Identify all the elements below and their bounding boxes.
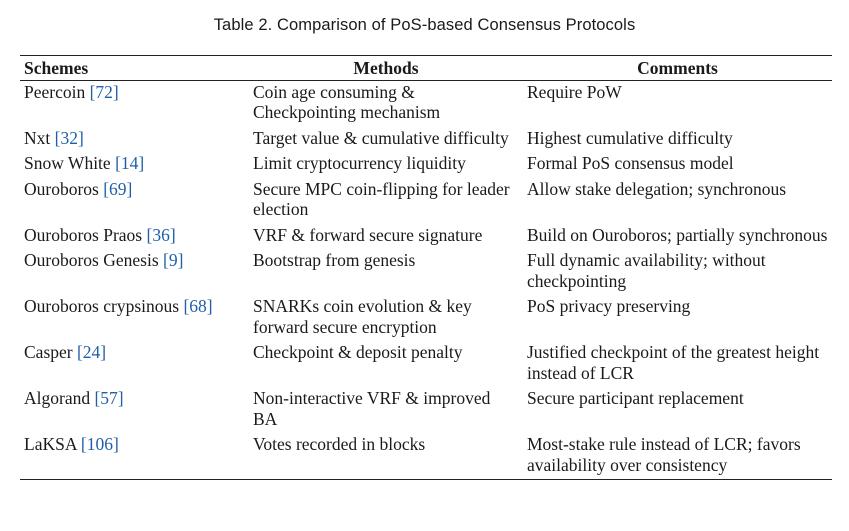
cell-comment: Build on Ouroboros; partially synchronou… [527,224,828,245]
table-row: LaKSA [106] Votes recorded in blocks Most-… [20,433,832,480]
citation-link[interactable]: [57] [94,388,124,408]
citation-link[interactable]: [9] [163,250,184,270]
cell-comment: PoS privacy preserving [527,296,691,316]
citation-link[interactable]: [72] [89,81,119,102]
table-header: Schemes Methods Comments [20,55,832,81]
cell-scheme: Ouroboros crypsinous [68] [20,295,249,341]
cell-method: Secure MPC coin-flipping for leader elec… [253,178,510,220]
table-row: Snow White [14] Limit cryptocurrency liqu… [20,152,832,178]
cell-comment: Highest cumulative difficulty [527,127,733,148]
scheme-name: Ouroboros crypsinous [24,296,180,316]
scheme-name: LaKSA [24,434,77,454]
header-row: Schemes Methods Comments [20,55,832,81]
cell-comment: Secure participant replacement [527,388,744,408]
scheme-name: Ouroboros Genesis [24,250,159,270]
consensus-comparison-table: Schemes Methods Comments Peercoin [72] Co… [20,55,832,480]
cell-scheme: Ouroboros [69] [20,178,249,224]
citation-link[interactable]: [32] [54,127,84,148]
citation-link[interactable]: [68] [183,296,213,316]
cell-method: Checkpoint & deposit penalty [253,342,463,362]
scheme-name: Ouroboros [24,178,99,199]
scheme-name: Peercoin [24,81,86,102]
table-row: Ouroboros crypsinous [68] SNARKs coin evo… [20,295,832,341]
cell-scheme: Ouroboros Praos [36] [20,224,249,250]
cell-scheme: LaKSA [106] [20,433,249,480]
table-row: Ouroboros [69] Secure MPC coin-flipping f… [20,178,832,224]
cell-method: Non-interactive VRF & improved BA [253,388,491,429]
citation-link[interactable]: [24] [76,342,107,362]
cell-scheme: Snow White [14] [20,152,249,178]
cell-scheme: Peercoin [72] [20,80,249,127]
citation-link[interactable]: [36] [146,224,176,245]
cell-method: VRF & forward secure signature [253,224,483,245]
table-caption: Table 2. Comparison of PoS-based Consens… [213,16,636,34]
citation-link[interactable]: [14] [115,153,145,173]
table-body: Peercoin [72] Coin age consuming & Checkp… [20,80,832,480]
table-row: Nxt [32] Target value & cumulative diffic… [20,127,832,153]
scheme-name: Ouroboros Praos [24,224,143,245]
scheme-name: Casper [24,342,73,362]
cell-scheme: Nxt [32] [20,127,249,153]
cell-method: Coin age consuming & Checkpointing mecha… [253,81,441,123]
table-row: Casper [24] Checkpoint & deposit penalty J… [20,341,832,387]
table-row: Peercoin [72] Coin age consuming & Checkp… [20,80,832,127]
cell-method: Bootstrap from genesis [253,250,416,270]
cell-comment: Allow stake delegation; synchronous [527,178,787,199]
table-row: Ouroboros Praos [36] VRF & forward secure… [20,224,832,250]
table-row: Algorand [57] Non-interactive VRF & impro… [20,387,832,433]
cell-method: SNARKs coin evolution & key forward secu… [253,296,472,337]
cell-method: Limit cryptocurrency liquidity [253,153,466,173]
header-schemes: Schemes [20,55,249,81]
citation-link[interactable]: [106] [80,434,119,454]
header-comments: Comments [523,55,832,81]
scheme-name: Nxt [24,127,51,148]
cell-scheme: Algorand [57] [20,387,249,433]
cell-comment: Justified checkpoint of the greatest hei… [527,342,820,383]
header-methods: Methods [249,55,523,81]
cell-comment: Formal PoS consensus model [527,153,734,173]
citation-link[interactable]: [69] [103,178,133,199]
cell-method: Target value & cumulative difficulty [253,127,509,148]
cell-scheme: Casper [24] [20,341,249,387]
scheme-name: Algorand [24,388,91,408]
cell-comment: Most-stake rule instead of LCR; favors a… [523,433,832,480]
cell-method: Votes recorded in blocks [249,433,523,480]
cell-comment: Full dynamic availability; without check… [527,250,766,291]
cell-scheme: Ouroboros Genesis [9] [20,249,249,295]
table-row: Ouroboros Genesis [9] Bootstrap from gene… [20,249,832,295]
scheme-name: Snow White [24,153,111,173]
cell-comment: Require PoW [527,81,622,102]
